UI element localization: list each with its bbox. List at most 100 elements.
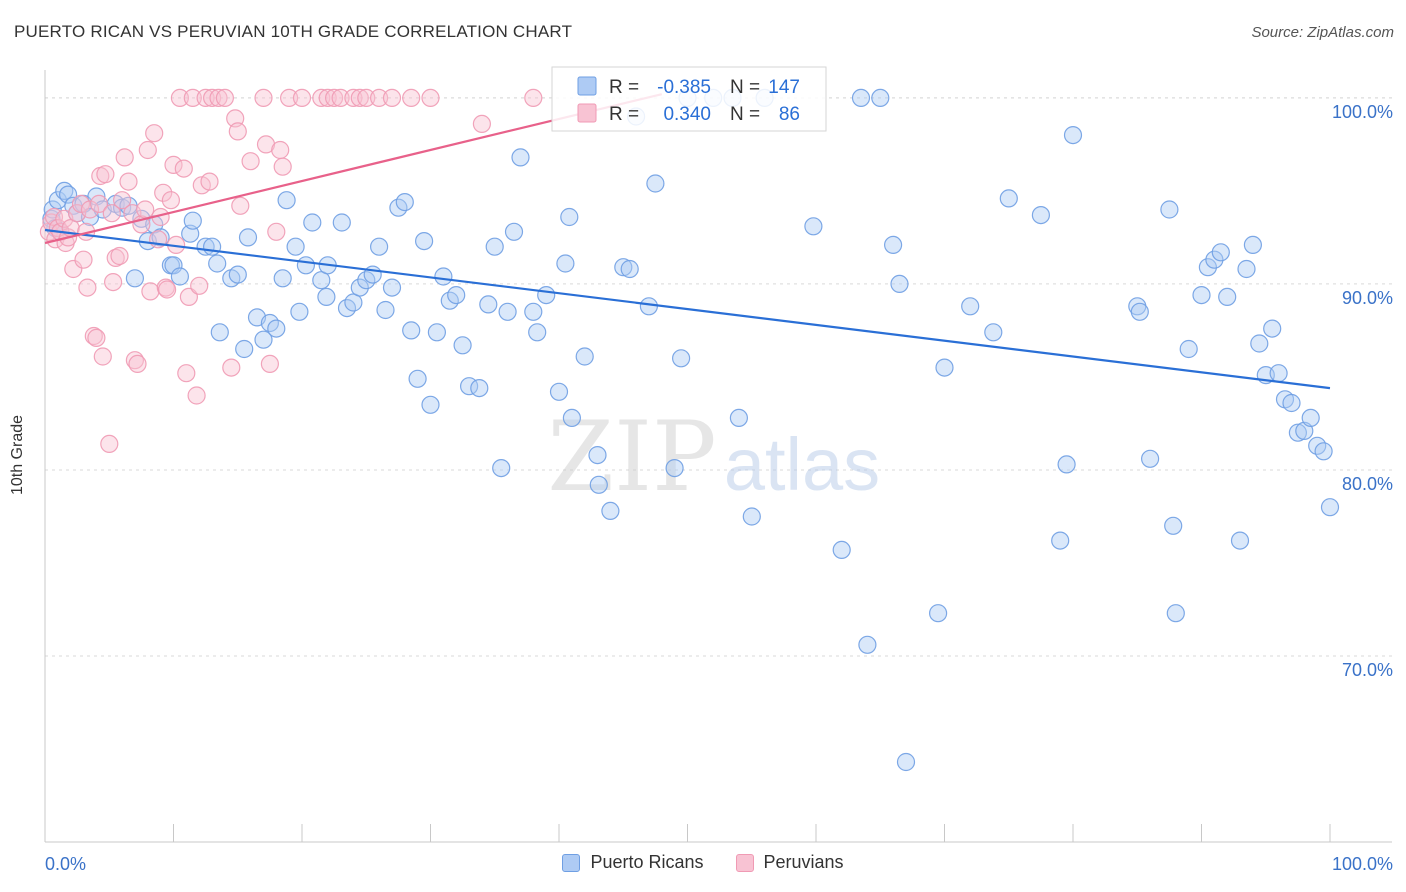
point-peruvian: [161, 191, 180, 210]
point-puerto-rican: [524, 302, 543, 321]
point-peruvian: [382, 88, 402, 108]
point-peruvian: [222, 358, 241, 377]
point-puerto-rican: [376, 300, 395, 320]
point-puerto-rican: [1320, 498, 1340, 517]
point-puerto-rican: [1031, 206, 1051, 225]
point-peruvian: [145, 124, 164, 143]
point-puerto-rican: [1269, 364, 1288, 383]
point-puerto-rican: [453, 336, 472, 355]
point-peruvian: [331, 88, 350, 108]
point-puerto-rican: [588, 446, 607, 465]
point-peruvian: [231, 196, 250, 215]
n-value: 86: [779, 104, 800, 125]
stats-legend: R = -0.385 N = 147 R = 0.340 N = 86: [551, 66, 827, 132]
point-peruvian: [254, 88, 273, 108]
point-puerto-rican: [1192, 286, 1211, 305]
point-puerto-rican: [832, 540, 851, 560]
point-peruvian: [158, 280, 177, 299]
point-peruvian: [141, 282, 160, 301]
r-label: R =: [609, 104, 639, 125]
point-puerto-rican: [742, 507, 761, 526]
point-puerto-rican: [183, 211, 202, 230]
point-puerto-rican: [382, 278, 402, 297]
point-puerto-rican: [671, 349, 691, 368]
point-puerto-rican: [208, 254, 227, 273]
point-puerto-rican: [479, 295, 498, 314]
point-peruvian: [241, 152, 260, 171]
n-label: N =: [730, 77, 760, 98]
point-peruvian: [196, 88, 215, 108]
point-peruvian: [370, 88, 389, 108]
point-peruvian: [93, 347, 112, 366]
point-peruvian: [190, 276, 209, 295]
point-puerto-rican: [528, 323, 547, 342]
point-puerto-rican: [556, 254, 575, 273]
point-puerto-rican: [871, 88, 890, 108]
point-peruvian: [325, 88, 344, 108]
point-peruvian: [78, 278, 97, 297]
y-tick-label: 100.0%: [1332, 102, 1393, 122]
point-puerto-rican: [1063, 126, 1083, 145]
point-puerto-rican: [1140, 449, 1160, 468]
point-puerto-rican: [1314, 442, 1333, 461]
point-puerto-rican: [415, 232, 434, 251]
stats-swatch: [577, 76, 597, 96]
point-puerto-rican: [961, 297, 980, 316]
point-puerto-rican: [804, 217, 823, 236]
point-puerto-rican: [254, 330, 273, 349]
point-peruvian: [421, 88, 440, 108]
point-peruvian: [164, 155, 183, 174]
point-peruvian: [200, 172, 219, 191]
legend-item-puerto-ricans[interactable]: Puerto Ricans: [562, 852, 704, 873]
point-peruvian: [74, 250, 93, 269]
chart-title: PUERTO RICAN VS PERUVIAN 10TH GRADE CORR…: [14, 22, 573, 41]
point-puerto-rican: [498, 302, 517, 321]
point-puerto-rican: [421, 395, 440, 414]
point-puerto-rican: [1179, 339, 1198, 359]
point-puerto-rican: [296, 256, 315, 275]
point-peruvian: [267, 222, 286, 241]
point-peruvian: [280, 88, 299, 108]
point-puerto-rican: [883, 235, 903, 254]
point-puerto-rican: [589, 475, 608, 494]
point-peruvian: [177, 364, 196, 383]
point-puerto-rican: [665, 459, 684, 478]
point-puerto-rican: [151, 228, 170, 247]
point-puerto-rican: [1237, 259, 1256, 279]
point-puerto-rican: [1243, 235, 1263, 254]
point-peruvian: [174, 159, 193, 178]
point-peruvian: [103, 273, 123, 292]
point-puerto-rican: [485, 237, 504, 256]
point-puerto-rican: [1051, 531, 1070, 550]
point-puerto-rican: [1164, 516, 1183, 535]
point-peruvian: [187, 386, 206, 405]
point-peruvian: [260, 354, 279, 373]
point-puerto-rican: [395, 193, 414, 212]
point-puerto-rican: [238, 228, 258, 247]
legend-item-peruvians[interactable]: Peruvians: [735, 852, 844, 873]
point-puerto-rican: [434, 267, 453, 286]
point-peruvian: [136, 200, 155, 219]
point-puerto-rican: [575, 347, 594, 366]
point-peruvian: [273, 157, 292, 176]
r-label: R =: [609, 77, 639, 98]
point-puerto-rican: [928, 604, 948, 623]
point-peruvian: [119, 172, 138, 191]
point-puerto-rican: [935, 358, 954, 377]
point-puerto-rican: [1205, 250, 1224, 269]
point-peruvian: [292, 88, 312, 108]
point-peruvian: [179, 287, 198, 306]
point-puerto-rican: [896, 752, 916, 772]
point-puerto-rican: [290, 302, 309, 321]
point-puerto-rican: [639, 297, 659, 316]
tick-labels: 100.0% 90.0% 80.0% 70.0% 0.0% 100.0%: [45, 102, 1393, 874]
point-peruvian: [357, 88, 376, 108]
n-value: 147: [768, 77, 800, 98]
point-puerto-rican: [504, 222, 524, 241]
point-puerto-rican: [890, 274, 909, 293]
point-puerto-rican: [470, 379, 489, 398]
point-puerto-rican: [235, 339, 254, 359]
point-puerto-rican: [1166, 604, 1185, 623]
legend-label: Peruvians: [763, 852, 844, 872]
point-puerto-rican: [601, 501, 620, 520]
